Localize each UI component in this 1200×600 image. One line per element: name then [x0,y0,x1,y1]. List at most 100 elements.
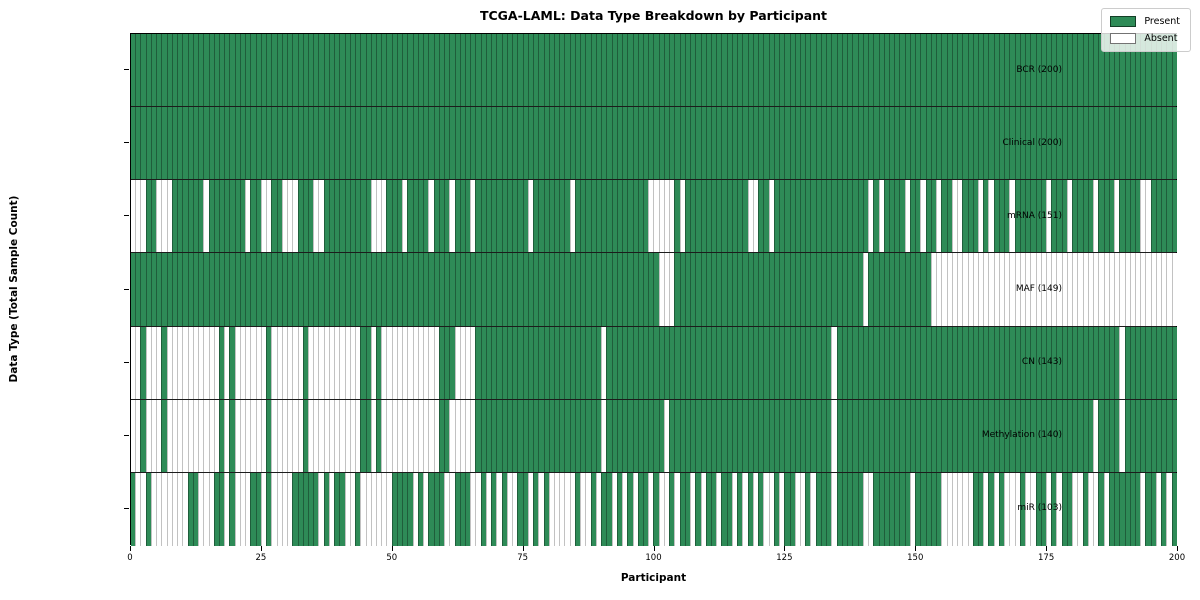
matrix-cell [758,473,764,546]
matrix-cell [1004,253,1010,326]
matrix-cell [161,180,167,252]
matrix-cell [564,34,570,106]
matrix-cell [873,327,879,399]
matrix-cell [203,327,209,399]
matrix-cell [1004,473,1010,546]
matrix-cell [548,327,554,399]
matrix-cell [381,107,387,179]
matrix-cell [1025,34,1031,106]
matrix-cell [527,107,534,179]
matrix-cell [601,400,607,472]
matrix-cell [1030,473,1036,546]
matrix-cell [376,253,382,326]
matrix-cell [815,180,821,252]
matrix-cell [355,107,361,179]
matrix-cell [496,473,502,546]
matrix-cell [805,400,811,472]
matrix-cell [1014,180,1020,252]
matrix-cell [543,34,549,106]
matrix-cell [909,107,916,179]
matrix-cell [485,253,492,326]
matrix-cell [292,327,298,399]
matrix-cell [627,34,633,106]
matrix-cell [131,327,136,399]
matrix-cell [224,180,230,252]
matrix-cell [1119,34,1125,106]
matrix-cell [396,180,403,252]
matrix-cell [684,34,691,106]
matrix-cell [1025,107,1031,179]
matrix-cell [888,253,895,326]
matrix-cell [543,473,549,546]
matrix-cell [580,253,586,326]
matrix-cell [768,473,774,546]
matrix-cell [182,253,188,326]
matrix-cell [1140,107,1146,179]
matrix-cell [323,400,329,472]
matrix-cell [899,327,905,399]
matrix-cell [716,34,722,106]
matrix-cell [1077,180,1083,252]
matrix-cell [438,34,445,106]
matrix-cell [862,180,869,252]
matrix-cell [365,34,371,106]
matrix-cell [470,253,476,326]
matrix-cell [376,473,382,546]
matrix-cell [972,400,978,472]
matrix-cell [229,473,235,546]
matrix-cell [836,180,842,252]
matrix-cell [815,400,821,472]
matrix-cell [684,327,691,399]
matrix-cell [878,107,884,179]
matrix-cell [784,327,790,399]
matrix-cell [517,400,523,472]
matrix-cell [930,327,937,399]
matrix-cell [480,327,486,399]
matrix-cell [684,253,691,326]
matrix-cell [1166,107,1172,179]
matrix-cell [485,107,492,179]
matrix-cell [307,34,314,106]
matrix-cell [836,327,842,399]
matrix-cell [192,180,199,252]
matrix-cell [412,34,418,106]
matrix-cell [475,34,481,106]
matrix-cell [705,107,712,179]
matrix-cell [370,400,377,472]
matrix-cell [376,400,382,472]
matrix-cell [1140,34,1146,106]
matrix-cell [904,34,910,106]
matrix-cell [281,107,288,179]
matrix-cell [1035,107,1041,179]
matrix-cell [454,34,460,106]
matrix-cell [883,107,889,179]
matrix-cell [344,473,350,546]
ytick-label-mrna: mRNA (151) [1007,210,1062,221]
matrix-cell [1019,180,1026,252]
matrix-cell [951,107,958,179]
matrix-cell [533,253,539,326]
matrix-cell [198,253,204,326]
matrix-cell [533,473,539,546]
matrix-cell [135,400,141,472]
matrix-cell [475,180,481,252]
matrix-cell [726,473,732,546]
matrix-cell [391,253,397,326]
matrix-cell [177,400,183,472]
matrix-cell [721,473,727,546]
matrix-cell [417,107,424,179]
matrix-cell [988,400,994,472]
matrix-cell [983,34,989,106]
matrix-cell [396,107,403,179]
matrix-cell [140,107,146,179]
matrix-cell [878,327,884,399]
matrix-cell [140,180,146,252]
matrix-cell [480,180,486,252]
matrix-cell [1150,34,1156,106]
matrix-cell [177,253,183,326]
matrix-cell [758,107,764,179]
matrix-cell [1166,327,1172,399]
matrix-cell [506,180,513,252]
matrix-cell [967,34,973,106]
matrix-cell [339,400,345,472]
